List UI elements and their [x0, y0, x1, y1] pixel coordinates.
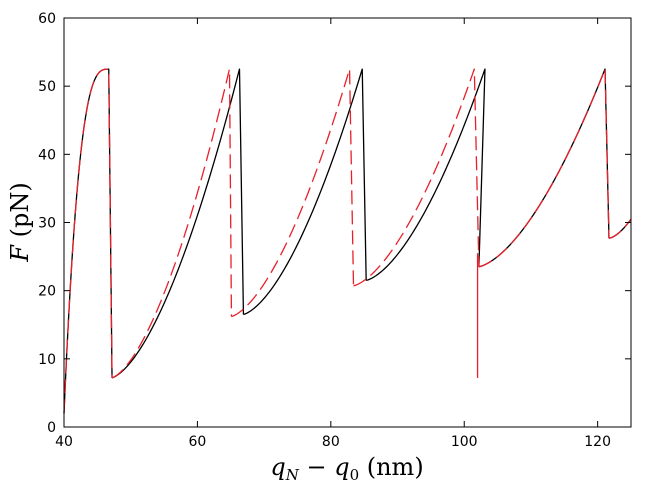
x-tick-label: 120 — [584, 434, 611, 450]
y-tick-label: 0 — [47, 420, 56, 436]
y-tick-label: 40 — [38, 147, 56, 163]
red-dashed-segment-5 — [478, 68, 610, 268]
x-axis-sub2: 0 — [350, 466, 360, 484]
y-axis-variable: F — [6, 244, 34, 263]
x-tick-labels: 40 60 80 100 120 — [55, 434, 611, 450]
x-tick-label: 80 — [322, 434, 340, 450]
y-tick-labels: 0 10 20 30 40 50 60 — [38, 11, 56, 436]
y-tick-label: 30 — [38, 216, 56, 232]
plot-frame — [63, 17, 632, 428]
y-axis-unit: (pN) — [6, 182, 34, 245]
x-axis-sub1: N — [285, 466, 300, 484]
x-tick-label: 40 — [55, 434, 73, 450]
y-tick-label: 20 — [38, 284, 56, 300]
black-solid-segment-5 — [478, 68, 610, 268]
y-axis-label: F (pN) — [6, 182, 34, 262]
x-axis-var1: q — [270, 453, 285, 481]
plot-lines — [63, 68, 632, 414]
x-axis-var2: q — [334, 453, 349, 481]
axis-ticks — [63, 17, 631, 428]
red-dashed-segment-3 — [231, 68, 355, 318]
red-dashed-segment-4 — [353, 68, 480, 287]
x-axis-label: qN − q0 (nm) — [270, 453, 423, 484]
black-solid-segment-2 — [111, 68, 245, 379]
x-axis-unit: (nm) — [359, 453, 424, 481]
y-tick-label: 10 — [38, 352, 56, 368]
black-solid-segment-3 — [243, 68, 367, 316]
black-solid-segment-6 — [608, 218, 632, 239]
black-solid-segment-1 — [63, 68, 113, 414]
x-tick-label: 60 — [188, 434, 206, 450]
y-tick-label: 60 — [38, 11, 56, 27]
red-dashed-segment-2 — [111, 68, 233, 379]
x-axis-operator: − — [299, 453, 334, 481]
red-dashed-segment-6 — [608, 218, 632, 239]
y-tick-label: 50 — [38, 79, 56, 95]
black-solid-segment-4 — [365, 68, 486, 282]
x-tick-label: 100 — [451, 434, 478, 450]
red-dashed-segment-1 — [63, 68, 113, 414]
